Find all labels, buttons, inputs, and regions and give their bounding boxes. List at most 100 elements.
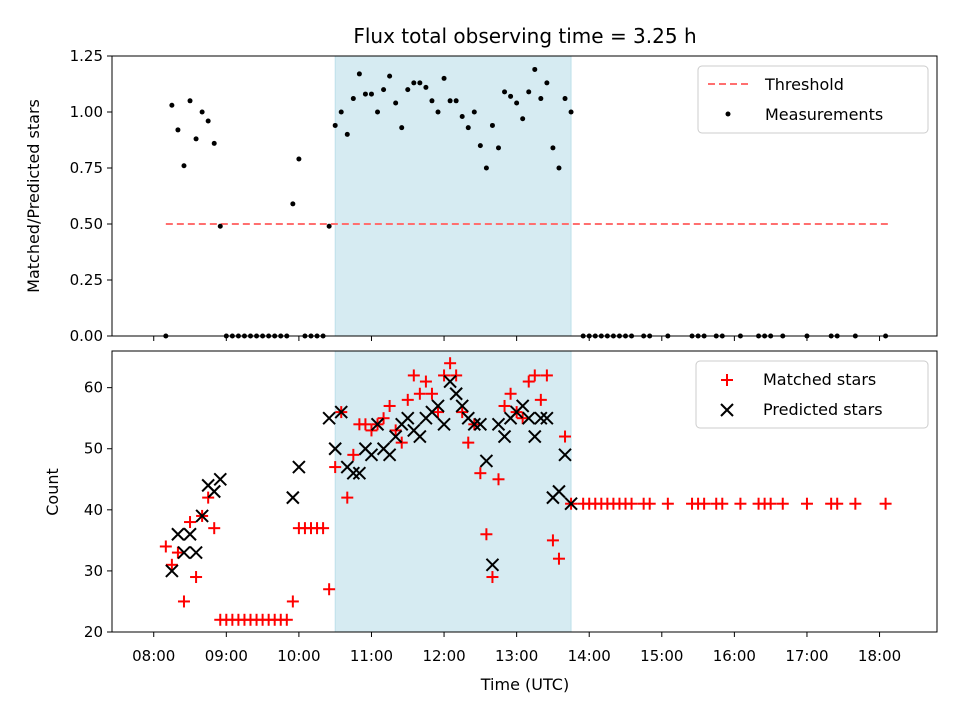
measurement-point xyxy=(532,66,538,72)
bottom-y-tick-label: 50 xyxy=(84,440,103,458)
measurement-point xyxy=(550,145,556,151)
measurement-point xyxy=(508,93,514,99)
chart-title: Flux total observing time = 3.25 h xyxy=(353,24,696,48)
measurement-point xyxy=(441,75,447,81)
measurement-point xyxy=(356,71,362,77)
matched-star-marker xyxy=(849,497,862,510)
top-y-tick-label: 1.25 xyxy=(70,47,103,65)
predicted-star-marker xyxy=(491,417,506,432)
matched-star-marker xyxy=(462,436,475,449)
measurement-point xyxy=(399,125,405,131)
predicted-star-markers xyxy=(165,374,578,578)
matched-star-marker xyxy=(528,369,541,382)
top-y-tick-label: 0.75 xyxy=(70,159,103,177)
matched-star-marker xyxy=(159,540,172,553)
matched-star-marker xyxy=(540,369,553,382)
legend-predicted-label: Predicted stars xyxy=(763,400,883,419)
bottom-y-ticks: 20 30 40 50 60 xyxy=(84,379,112,641)
measurement-point xyxy=(556,165,562,171)
matched-star-marker xyxy=(438,369,451,382)
measurement-point xyxy=(217,223,223,229)
predicted-star-marker xyxy=(207,484,221,499)
matched-star-marker xyxy=(395,436,408,449)
bottom-y-tick-label: 60 xyxy=(84,379,103,397)
measurement-point xyxy=(544,80,550,86)
bottom-y-tick-label: 30 xyxy=(84,562,103,580)
x-tick-label: 09:00 xyxy=(205,647,248,665)
top-y-axis-label: Matched/Predicted stars xyxy=(24,99,43,293)
matched-star-marker xyxy=(389,424,402,437)
measurement-point xyxy=(211,140,217,146)
matched-star-marker xyxy=(625,497,638,510)
matched-star-marker xyxy=(516,412,529,425)
measurement-point xyxy=(538,96,544,102)
predicted-star-marker xyxy=(479,454,494,468)
measurement-point xyxy=(514,100,520,106)
measurement-point xyxy=(526,89,532,95)
measurement-point xyxy=(290,201,296,207)
matched-star-marker xyxy=(504,387,517,400)
matched-star-marker xyxy=(190,571,203,584)
predicted-star-marker xyxy=(443,374,457,389)
x-tick-label: 08:00 xyxy=(132,647,175,665)
top-shaded-region xyxy=(334,55,572,337)
measurement-point xyxy=(381,87,387,93)
x-tick-label: 13:00 xyxy=(495,647,538,665)
matched-star-marker xyxy=(317,522,330,535)
predicted-star-marker xyxy=(449,387,463,401)
measurement-point xyxy=(502,89,508,95)
measurement-point xyxy=(350,96,356,102)
matched-star-marker xyxy=(546,534,559,547)
predicted-star-marker xyxy=(189,545,203,560)
predicted-star-marker xyxy=(370,417,385,432)
x-tick-label: 12:00 xyxy=(422,647,465,665)
predicted-star-marker xyxy=(346,466,361,480)
matched-star-marker xyxy=(643,497,656,510)
measurement-point xyxy=(344,131,350,137)
measurement-point xyxy=(417,80,423,86)
matched-star-marker xyxy=(177,595,190,608)
matched-star-marker xyxy=(480,528,493,541)
top-axes-frame xyxy=(111,55,938,337)
predicted-star-marker xyxy=(413,429,427,444)
x-tick-label: 18:00 xyxy=(858,647,901,665)
matched-star-markers xyxy=(159,357,892,626)
matched-star-marker xyxy=(450,369,463,382)
matched-star-marker xyxy=(776,497,789,510)
predicted-star-marker xyxy=(552,484,566,499)
matched-star-marker xyxy=(165,558,178,571)
predicted-star-marker xyxy=(183,527,197,541)
matched-star-marker xyxy=(456,406,469,419)
measurement-point xyxy=(187,98,193,104)
measurement-point xyxy=(459,113,465,119)
predicted-star-marker xyxy=(352,466,367,480)
predicted-star-marker xyxy=(497,429,512,444)
bottom-panel: 20 30 40 50 60 08:00 09:00 10:00 11:00 12:00 13:0… xyxy=(43,350,938,694)
matched-star-marker xyxy=(716,497,729,510)
predicted-star-marker xyxy=(195,509,209,523)
matched-star-marker xyxy=(377,412,390,425)
bottom-y-tick-label: 40 xyxy=(84,501,103,519)
x-tick-label: 11:00 xyxy=(350,647,393,665)
matched-star-marker xyxy=(800,497,813,510)
predicted-star-marker xyxy=(473,417,488,432)
top-y-tick-label: 0.25 xyxy=(70,271,103,289)
matched-star-marker xyxy=(474,467,487,480)
measurement-point xyxy=(199,109,205,115)
measurement-point xyxy=(429,98,435,104)
measurement-point xyxy=(326,223,332,229)
matched-star-marker xyxy=(559,430,572,443)
measurement-point xyxy=(169,102,175,108)
predicted-star-marker xyxy=(540,411,554,425)
predicted-star-marker xyxy=(165,564,179,578)
measurement-point xyxy=(477,143,483,149)
matched-star-marker xyxy=(407,369,420,382)
measurement-point xyxy=(175,127,181,133)
bottom-y-tick-label: 20 xyxy=(84,623,103,641)
measurement-point xyxy=(447,98,453,104)
x-axis-label: Time (UTC) xyxy=(480,675,569,694)
matched-star-marker xyxy=(280,613,293,626)
predicted-star-marker xyxy=(286,490,300,505)
predicted-star-marker xyxy=(382,448,397,462)
predicted-star-marker xyxy=(213,472,227,486)
